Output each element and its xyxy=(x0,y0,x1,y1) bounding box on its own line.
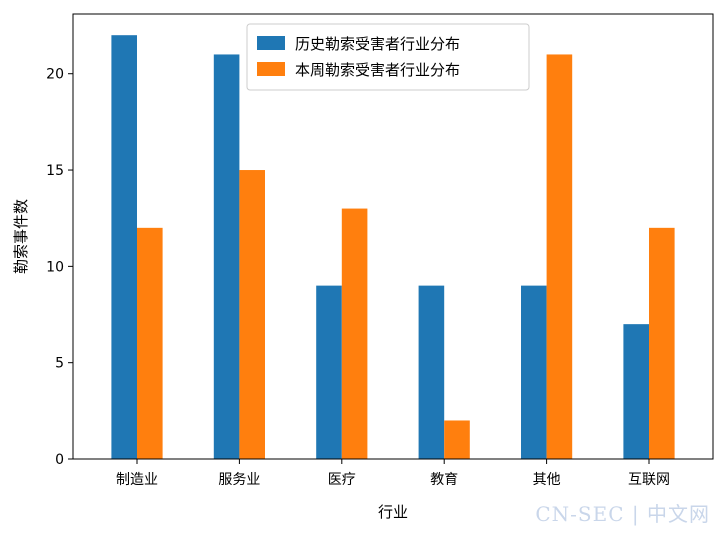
bar-historical-2 xyxy=(316,285,342,459)
watermark: CN-SEC | 中文网 xyxy=(535,502,710,526)
x-tick-label: 制造业 xyxy=(116,472,158,488)
x-tick-label: 服务业 xyxy=(218,472,260,488)
bar-historical-3 xyxy=(418,285,445,459)
bar-weekly-5 xyxy=(649,227,675,459)
bar-historical-1 xyxy=(213,54,240,460)
x-tick-label: 医疗 xyxy=(328,472,356,488)
y-tick-label: 15 xyxy=(46,163,64,179)
bar-historical-5 xyxy=(623,324,649,459)
legend-box xyxy=(246,23,530,91)
y-tick-label: 5 xyxy=(55,356,64,372)
x-tick-label: 教育 xyxy=(430,472,458,488)
plot-frame xyxy=(72,13,714,460)
legend-swatch xyxy=(257,36,285,50)
x-tick-label: 其他 xyxy=(533,472,561,488)
y-tick-label: 10 xyxy=(46,259,64,275)
legend-label: 历史勒索受害者行业分布 xyxy=(295,35,460,53)
y-tick-label: 20 xyxy=(46,67,64,83)
bar-historical-4 xyxy=(521,285,547,459)
x-tick-label: 互联网 xyxy=(628,472,670,488)
bar-weekly-4 xyxy=(546,54,573,460)
legend-label: 本周勒索受害者行业分布 xyxy=(295,61,460,79)
bar-weekly-0 xyxy=(137,227,163,459)
bar-weekly-2 xyxy=(341,208,368,459)
bars-group xyxy=(111,35,675,460)
x-axis-label: 行业 xyxy=(378,503,408,521)
y-axis-label: 勒索事件数 xyxy=(12,199,30,274)
bar-historical-0 xyxy=(111,35,137,459)
y-tick-label: 0 xyxy=(55,452,64,468)
legend-swatch xyxy=(257,62,285,76)
bar-weekly-1 xyxy=(239,170,265,460)
bar-weekly-3 xyxy=(444,420,470,459)
